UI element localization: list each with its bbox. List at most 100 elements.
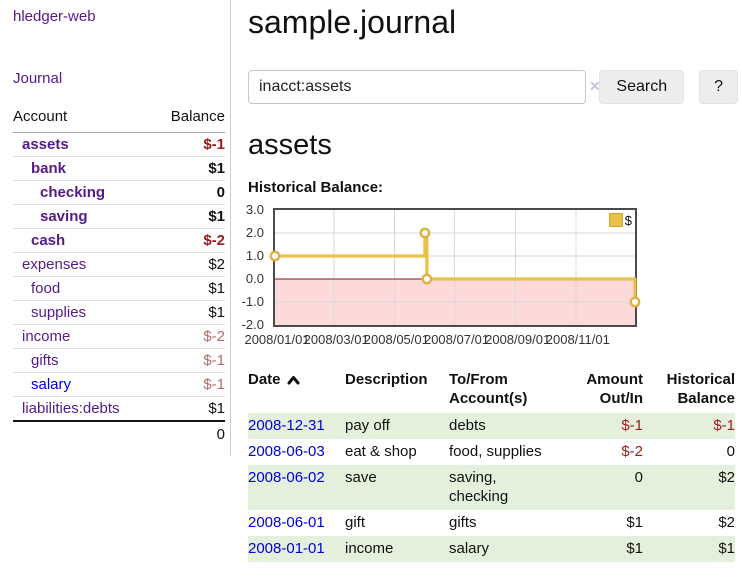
x-tick-label: 2008/01/01 — [244, 331, 310, 347]
account-link[interactable]: checking — [40, 184, 106, 201]
chart-x-axis: 2008/01/01 2008/03/01 2008/05/01 2008/07/01… — [244, 331, 635, 348]
transaction-balance: $1 — [643, 535, 735, 562]
nav-journal-link[interactable]: Journal — [13, 70, 63, 87]
transaction-description: pay off — [345, 412, 449, 439]
account-row: checking 0 — [13, 180, 225, 205]
account-link[interactable]: salary — [31, 376, 72, 393]
reg-header-date[interactable]: Date — [248, 368, 345, 413]
account-row: supplies $1 — [13, 300, 225, 325]
accounts-total-row: 0 — [13, 420, 225, 446]
account-row: expenses $2 — [13, 252, 225, 277]
account-balance: $1 — [153, 156, 225, 181]
account-balance: $-1 — [153, 348, 225, 373]
account-balance: $-2 — [153, 228, 225, 253]
y-tick-label: -1.0 — [241, 293, 264, 309]
account-heading: assets — [248, 128, 332, 161]
transaction-amount: 0 — [567, 464, 643, 510]
account-name-cell: assets — [13, 132, 154, 157]
reg-header-date-label: Date — [248, 370, 281, 388]
account-balance: $-1 — [153, 132, 225, 157]
sort-ascending-icon — [287, 376, 300, 385]
account-balance: 0 — [153, 180, 225, 205]
account-balance: $2 — [153, 252, 225, 277]
app-brand-link[interactable]: hledger-web — [13, 8, 96, 25]
account-name-cell: gifts — [13, 348, 154, 373]
accounts-header-balance: Balance — [153, 108, 225, 133]
y-tick-label: 2.0 — [245, 224, 264, 240]
transaction-amount: $1 — [567, 535, 643, 562]
clear-search-icon[interactable]: ✕ — [589, 77, 601, 94]
account-name-cell: checking — [13, 180, 154, 205]
transaction-date-cell: 2008-12-31 — [248, 412, 345, 439]
transaction-row: 2008-12-31 pay off debts $-1 $-1 — [248, 412, 735, 439]
transaction-balance: $-1 — [643, 412, 735, 439]
transaction-date-link[interactable]: 2008-06-02 — [248, 468, 325, 486]
transaction-description: income — [345, 535, 449, 562]
account-link[interactable]: food — [31, 280, 61, 297]
account-row: liabilities:debts $1 — [13, 397, 225, 422]
transaction-date-link[interactable]: 2008-06-03 — [248, 442, 325, 460]
account-link[interactable]: supplies — [31, 304, 87, 321]
account-link[interactable]: saving — [40, 208, 88, 225]
transaction-accounts: salary — [449, 535, 567, 562]
account-name-cell: income — [13, 324, 154, 349]
account-row: gifts $-1 — [13, 348, 225, 373]
x-tick-label: 2008/11/01 — [545, 331, 610, 347]
page-title: sample.journal — [248, 4, 457, 40]
search-bar: ✕ Search ? — [248, 69, 738, 104]
transaction-date-link[interactable]: 2008-01-01 — [248, 539, 325, 557]
account-name-cell: saving — [13, 204, 154, 229]
account-row: assets $-1 — [13, 132, 225, 157]
account-balance: $-2 — [153, 324, 225, 349]
legend-swatch-icon — [608, 213, 623, 228]
account-name-cell: food — [13, 276, 154, 301]
account-link[interactable]: assets — [22, 136, 69, 153]
account-link[interactable]: gifts — [31, 352, 59, 369]
y-tick-label: 1.0 — [245, 247, 264, 263]
account-link[interactable]: income — [22, 328, 71, 345]
transaction-accounts: saving, checking — [449, 464, 567, 510]
transaction-amount: $-2 — [621, 442, 643, 460]
transaction-balance: 0 — [726, 442, 735, 460]
account-link[interactable]: expenses — [22, 256, 87, 273]
transaction-date-cell: 2008-06-03 — [248, 439, 345, 465]
transaction-amount: $1 — [626, 513, 643, 531]
main-content: sample.journal ✕ Search ? assets Histori… — [242, 0, 738, 562]
account-balance: $1 — [153, 276, 225, 301]
transaction-balance: $2 — [718, 513, 735, 531]
account-balance: $1 — [153, 300, 225, 325]
account-link[interactable]: bank — [31, 160, 67, 177]
accounts-header-account: Account — [13, 108, 154, 133]
chart-plot-area: $ — [269, 207, 641, 327]
account-row: bank $1 — [13, 156, 225, 181]
accounts-total-spacer — [13, 420, 154, 446]
account-row: food $1 — [13, 276, 225, 301]
x-tick-label: 2008/05/01 — [363, 331, 429, 347]
reg-header-balance: Historical Balance — [666, 370, 735, 407]
account-balance: $-1 — [153, 372, 225, 397]
help-button[interactable]: ? — [699, 69, 738, 104]
chart-legend: $ — [608, 213, 632, 228]
account-link[interactable]: liabilities:debts — [22, 400, 120, 417]
account-row: saving $1 — [13, 204, 225, 229]
transaction-accounts: gifts — [449, 513, 477, 531]
search-input[interactable] — [248, 69, 587, 104]
account-name-cell: liabilities:debts — [13, 397, 154, 422]
reg-header-accounts: To/From Account(s) — [449, 370, 528, 407]
account-name-cell: salary — [13, 372, 154, 397]
reg-header-amount: Amount Out/In — [586, 370, 643, 407]
transaction-date-link[interactable]: 2008-06-01 — [248, 513, 325, 531]
account-name-cell: supplies — [13, 300, 154, 325]
account-name-cell: bank — [13, 156, 154, 181]
accounts-header-row: Account Balance — [13, 108, 225, 133]
register-header-row: Date Description To/From Account(s) Amou… — [248, 368, 735, 413]
transaction-date-link[interactable]: 2008-12-31 — [248, 416, 325, 434]
account-balance: $1 — [153, 204, 225, 229]
transaction-row: 2008-06-02 save saving, checking 0 $2 — [248, 464, 735, 510]
transaction-row: 2008-06-03 eat & shop food, supplies $-2 0 — [248, 439, 735, 465]
transaction-accounts: debts — [449, 412, 567, 439]
account-link[interactable]: cash — [31, 232, 66, 249]
search-button[interactable]: Search — [599, 69, 685, 104]
y-tick-label: -2.0 — [241, 316, 264, 332]
chart-canvas — [269, 209, 641, 325]
